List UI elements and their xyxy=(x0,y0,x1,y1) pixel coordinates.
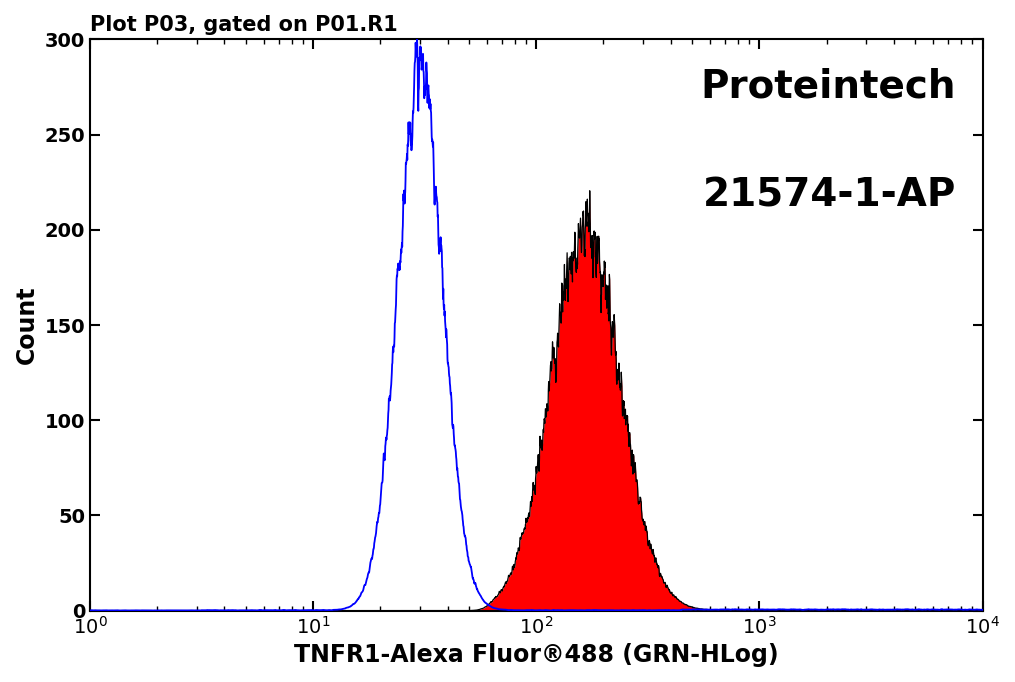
Y-axis label: Count: Count xyxy=(15,286,39,364)
Text: 21574-1-AP: 21574-1-AP xyxy=(702,177,956,214)
X-axis label: TNFR1-Alexa Fluor®488 (GRN-HLog): TNFR1-Alexa Fluor®488 (GRN-HLog) xyxy=(294,643,779,667)
Text: Plot P03, gated on P01.R1: Plot P03, gated on P01.R1 xyxy=(90,15,398,35)
Text: Proteintech: Proteintech xyxy=(700,68,956,106)
